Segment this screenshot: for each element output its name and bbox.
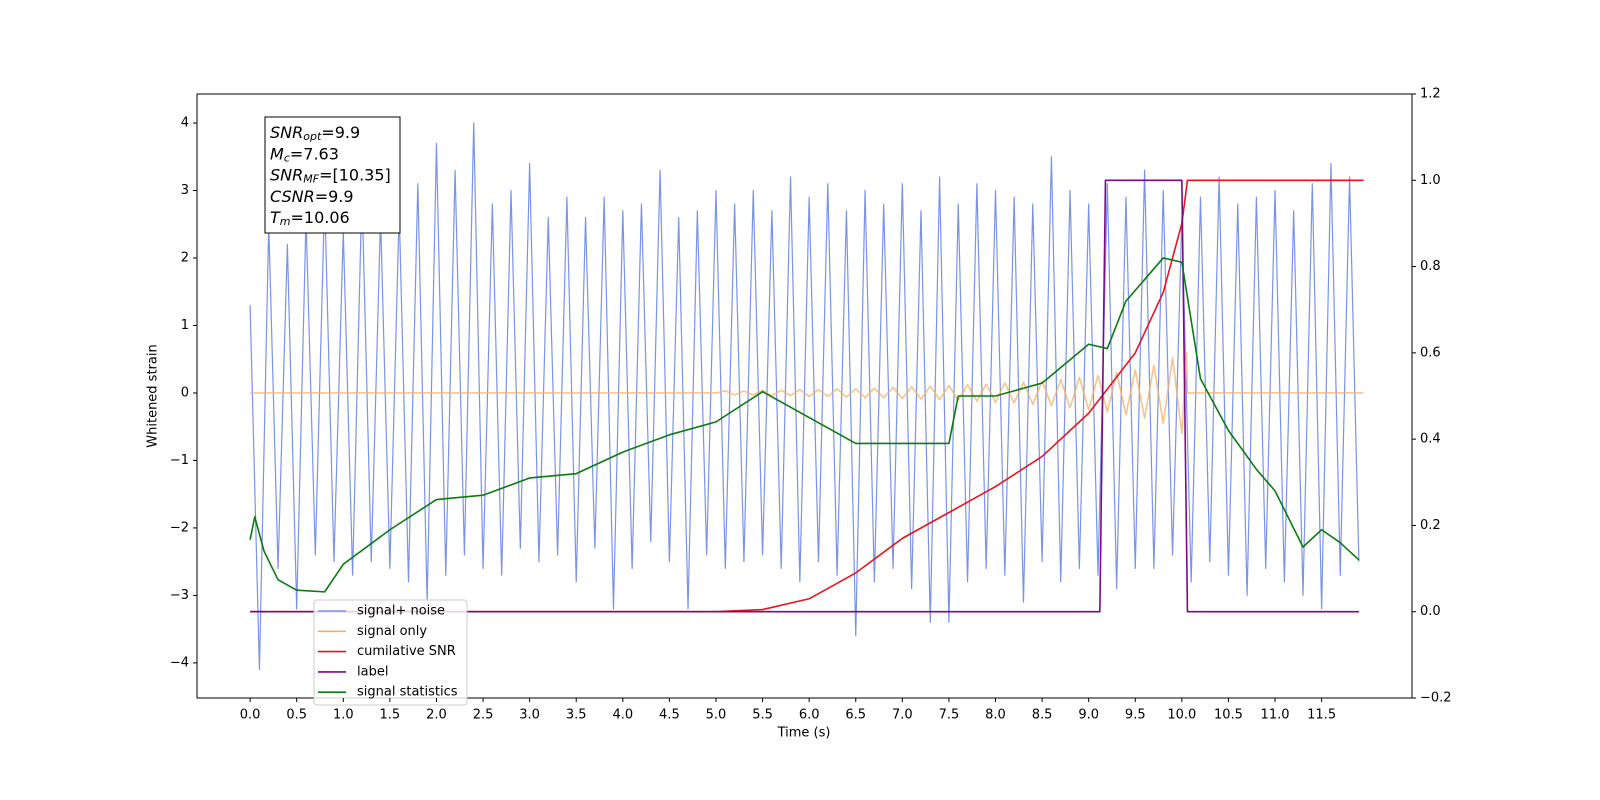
y-tick-label: −2	[170, 520, 189, 535]
y2-tick-label: 0.2	[1420, 518, 1441, 533]
y-tick-label: −4	[170, 655, 189, 670]
annotation-sub: c	[284, 151, 290, 164]
x-tick-label: 10.5	[1214, 708, 1243, 723]
x-tick-label: 3.0	[519, 708, 540, 723]
x-tick-label: 11.0	[1261, 708, 1290, 723]
y2-tick-label: 1.2	[1420, 87, 1441, 102]
x-tick-label: 8.5	[1032, 708, 1053, 723]
annotation-text: Tm=10.06	[270, 208, 350, 229]
y-tick-label: −3	[170, 588, 189, 603]
annotation-text: SNRopt=9.9	[270, 123, 360, 144]
x-tick-label: 3.5	[566, 708, 587, 723]
annotation-value: =10.06	[291, 208, 350, 227]
annotation-base: CSNR	[270, 186, 315, 205]
y-tick-label: 3	[181, 183, 189, 198]
annotation-text: CSNR=9.9	[270, 186, 354, 205]
x-tick-label: 9.0	[1078, 708, 1099, 723]
annotation-base: T	[270, 208, 281, 227]
x-tick-label: 0.0	[240, 708, 261, 723]
series-line	[250, 351, 1364, 435]
x-tick-label: 10.0	[1167, 708, 1196, 723]
y2-tick-label: 0.4	[1420, 432, 1441, 447]
x-tick-label: 0.5	[286, 708, 307, 723]
x-tick-label: 7.5	[939, 708, 960, 723]
annotation-frame	[264, 116, 401, 234]
legend-label: cumilative SNR	[357, 644, 456, 659]
x-tick-label: 9.5	[1125, 708, 1146, 723]
annotation-box: SNRopt=9.9Mc=7.63SNRMF=[10.35]CSNR=9.9Tm…	[264, 116, 401, 234]
x-tick-label: 2.0	[426, 708, 447, 723]
x-tick-label: 11.5	[1307, 708, 1336, 723]
y2-tick-label: 0.0	[1420, 604, 1441, 619]
y-tick-label: −1	[170, 453, 189, 468]
y-axis-label: Whitened strain	[146, 344, 161, 447]
legend-frame	[313, 599, 468, 706]
x-tick-label: 8.0	[985, 708, 1006, 723]
y2-tick-label: 1.0	[1420, 173, 1441, 188]
y2-tick-label: 0.6	[1420, 345, 1441, 360]
annotation-value: =9.9	[321, 123, 360, 142]
annotation-base: M	[270, 144, 284, 163]
y-tick-label: 4	[181, 116, 189, 131]
legend-label: signal+ noise	[357, 604, 445, 619]
x-axis-label: Time (s)	[777, 726, 831, 741]
y2-tick-label: −0.2	[1420, 691, 1452, 706]
series-line	[249, 257, 1360, 593]
legend-label: signal statistics	[357, 685, 458, 700]
annotation-text: Mc=7.63	[270, 144, 339, 165]
annotation-text: SNRMF=[10.35]	[270, 165, 391, 186]
annotation-sub: MF	[303, 173, 319, 186]
legend-label: signal only	[357, 624, 427, 639]
annotation-sub: opt	[303, 130, 322, 143]
annotation-sub: m	[280, 215, 291, 228]
x-tick-label: 6.0	[799, 708, 820, 723]
plot-area	[249, 122, 1364, 671]
x-tick-label: 1.0	[333, 708, 354, 723]
y-tick-label: 2	[181, 250, 189, 265]
x-tick-label: 5.5	[752, 708, 773, 723]
x-tick-label: 4.5	[659, 708, 680, 723]
legend: signal+ noise signal only cumilative SNR la…	[313, 599, 468, 706]
legend-label: label	[357, 664, 388, 679]
series-line	[249, 122, 1360, 671]
x-tick-label: 6.5	[845, 708, 866, 723]
annotation-base: SNR	[270, 123, 303, 142]
x-tick-label: 1.5	[380, 708, 401, 723]
y-tick-label: 0	[181, 385, 189, 400]
x-tick-label: 7.0	[892, 708, 913, 723]
axes-frame	[196, 93, 1413, 699]
x-tick-label: 2.5	[473, 708, 494, 723]
annotation-value: =[10.35]	[319, 165, 391, 184]
annotation-base: SNR	[270, 165, 303, 184]
x-tick-label: 5.0	[706, 708, 727, 723]
annotation-value: =9.9	[315, 186, 354, 205]
y2-tick-label: 0.8	[1420, 259, 1441, 274]
x-tick-label: 4.0	[612, 708, 633, 723]
y-tick-label: 1	[181, 318, 189, 333]
series-line	[250, 179, 1359, 613]
series-line	[250, 179, 1364, 613]
annotation-value: =7.63	[290, 144, 339, 163]
